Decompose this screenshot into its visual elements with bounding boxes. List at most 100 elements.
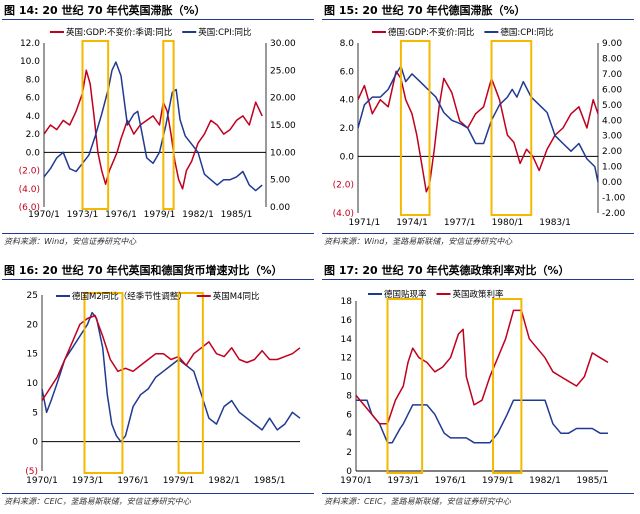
source-note: 资料来源：CEIC，圣路易斯联储，安信证券研究中心 — [4, 497, 191, 506]
y-tick-label-right: 2.00 — [602, 147, 622, 157]
x-tick-label: 1983/1 — [539, 218, 571, 228]
y-tick-label-right: 8.00 — [602, 54, 622, 64]
x-tick-label: 1985/1 — [221, 210, 253, 220]
y-tick-label-left: 25 — [27, 291, 38, 301]
y-tick-label-left: 15 — [27, 350, 38, 360]
y-tick-label-right: 10.00 — [270, 148, 296, 158]
x-tick-label: 1980/1 — [492, 218, 524, 228]
x-tick-label: 1982/1 — [208, 476, 240, 486]
y-tick-label-left: 10 — [341, 373, 353, 383]
series-line-1 — [43, 61, 263, 192]
y-tick-label-right: 1.00 — [602, 163, 622, 173]
chart-panel-de-stagflation: 图 15: 20 世纪 70 年代德国滞胀（%） 8.0 6.0 4.0 2.0 0.0… — [322, 2, 636, 254]
series-line-0 — [356, 399, 608, 444]
legend-label: 德国贴现率 — [384, 289, 427, 300]
y-tick-label-left: (2.0) — [333, 181, 354, 191]
y-tick-label-left: (2.0) — [19, 167, 40, 177]
y-tick-label-left: 6.0 — [340, 67, 355, 77]
x-tick-label: 1973/1 — [387, 476, 419, 486]
x-tick-label: 1976/1 — [117, 476, 149, 486]
y-tick-label-left: 8 — [346, 391, 352, 401]
series-line-1 — [355, 309, 609, 425]
highlight-box — [490, 40, 533, 216]
y-tick-label-left: 6 — [346, 410, 352, 420]
y-tick-label-right: -1.00 — [602, 194, 626, 204]
y-tick-label-left: 12.0 — [20, 39, 40, 49]
y-tick-label-left: 8.0 — [340, 39, 355, 49]
highlight-box — [177, 292, 204, 474]
series-line-0 — [357, 70, 599, 193]
chart-title: 图 16: 20 世纪 70 年代英国和德国货币增速对比（%） — [4, 264, 283, 277]
x-tick-label: 1982/1 — [182, 210, 214, 220]
series-line-1 — [41, 314, 301, 402]
x-tick-label: 1970/1 — [340, 476, 372, 486]
x-tick-label: 1977/1 — [444, 218, 476, 228]
title-rule — [2, 19, 314, 20]
y-tick-label-left: 18 — [341, 297, 353, 307]
legend-label: 英国:CPI:同比 — [198, 27, 251, 38]
x-tick-label: 1976/1 — [435, 476, 467, 486]
y-tick-label-left: 16 — [341, 316, 353, 326]
source-rule — [2, 493, 314, 494]
chart-title: 图 15: 20 世纪 70 年代德国滞胀（%） — [324, 4, 526, 17]
y-tick-label-left: 10.0 — [20, 57, 40, 67]
source-rule — [322, 233, 634, 234]
y-tick-label-left: 2.0 — [26, 130, 41, 140]
highlight-box — [492, 298, 523, 474]
chart-panel-money-growth: 图 16: 20 世纪 70 年代英国和德国货币增速对比（%） 25 20 15 10… — [2, 262, 316, 514]
source-rule — [2, 233, 314, 234]
source-note: 资料来源：CEIC，圣路易斯联储，安信证券研究中心 — [324, 497, 511, 506]
highlight-box — [83, 292, 124, 474]
y-tick-label-right: 5.00 — [270, 176, 290, 186]
x-tick-label: 1979/1 — [482, 476, 514, 486]
y-tick-label-left: 2.0 — [340, 124, 355, 134]
y-tick-label-right: 3.00 — [602, 132, 622, 142]
chart-svg: 8.0 6.0 4.0 2.0 0.0 (2.0) (4.0) 9.00 8.00 7.00 6.0… — [333, 27, 626, 228]
highlight-box — [81, 40, 110, 210]
x-tick-label: 1970/1 — [28, 210, 60, 220]
y-tick-label-left: 8.0 — [26, 75, 41, 85]
y-tick-label-left: (4.0) — [333, 209, 354, 219]
y-tick-label-left: 4.0 — [26, 112, 41, 122]
y-tick-label-right: 25.00 — [270, 66, 296, 76]
series-line-0 — [41, 311, 301, 443]
x-tick-label: 1971/1 — [349, 218, 381, 228]
y-tick-label-left: (4.0) — [19, 185, 40, 195]
source-note: 资料来源：Wind，圣路易斯联储，安信证券研究中心 — [324, 237, 513, 246]
title-rule — [322, 279, 634, 280]
y-tick-label-left: 5 — [32, 408, 38, 418]
legend-label: 英国M4同比 — [213, 291, 260, 302]
legend-label: 德国M2同比（经季节性调整） — [72, 291, 187, 302]
chart-panel-policy-rates: 图 17: 20 世纪 70 年代英德政策利率对比（%） 18 16 14 12 10 8… — [322, 262, 636, 514]
y-tick-label-left: 10 — [27, 379, 39, 389]
title-rule — [322, 19, 634, 20]
y-tick-label-left: 6.0 — [26, 94, 41, 104]
y-tick-label-right: 5.00 — [602, 101, 622, 111]
x-tick-label: 1976/1 — [105, 210, 137, 220]
source-note: 资料来源：Wind，安信证券研究中心 — [4, 237, 137, 246]
legend-label: 德国:GDP:不变价:同比 — [388, 27, 474, 38]
legend-label: 德国:CPI:同比 — [500, 27, 553, 38]
y-tick-label-left: (5) — [25, 467, 38, 477]
chart-title: 图 17: 20 世纪 70 年代英德政策利率对比（%） — [324, 264, 570, 277]
x-tick-label: 1974/1 — [396, 218, 428, 228]
chart-svg: 12.0 10.0 8.0 6.0 4.0 2.0 0.0 (2.0) (4.0) (6.0) 30… — [19, 27, 296, 220]
x-tick-label: 1973/1 — [72, 476, 104, 486]
y-tick-label-right: 15.00 — [270, 121, 296, 131]
y-tick-label-right: 4.00 — [602, 116, 622, 126]
y-tick-label-right: 20.00 — [270, 94, 296, 104]
highlight-box — [386, 298, 424, 474]
title-rule — [2, 279, 314, 280]
x-tick-label: 1979/1 — [144, 210, 176, 220]
y-tick-label-right: 0.00 — [270, 203, 290, 213]
y-tick-label-left: 0 — [346, 467, 352, 477]
x-tick-label: 1982/1 — [529, 476, 561, 486]
y-tick-label-right: 30.00 — [270, 39, 296, 49]
source-rule — [322, 493, 634, 494]
chart-panel-uk-stagflation: 图 14: 20 世纪 70 年代英国滞胀（%） 12.0 10.0 8.0 6.0 4… — [2, 2, 316, 254]
y-tick-label-right: 9.00 — [602, 39, 622, 49]
chart-title: 图 14: 20 世纪 70 年代英国滞胀（%） — [4, 4, 206, 17]
y-tick-label-left: 4 — [346, 429, 352, 439]
y-tick-label-left: 0 — [32, 438, 38, 448]
